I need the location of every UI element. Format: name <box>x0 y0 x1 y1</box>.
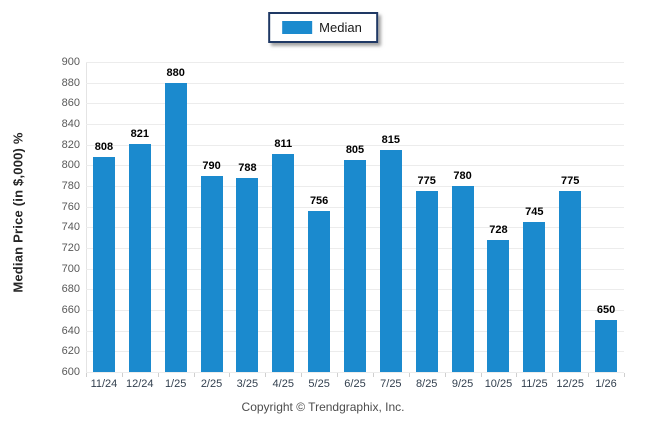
y-tick-label: 640 <box>61 324 80 337</box>
bar-12-24 <box>128 143 151 372</box>
x-tick-mark <box>372 373 374 377</box>
bar-value-label: 756 <box>309 194 329 207</box>
bar-value-label: 775 <box>561 175 580 188</box>
x-tick-mark <box>193 373 195 377</box>
bar-5-25 <box>308 210 331 372</box>
bar-6-25 <box>344 160 366 372</box>
y-tick-label: 840 <box>61 118 80 130</box>
x-tick-label: 12/25 <box>556 378 584 390</box>
y-tick-label: 700 <box>61 262 80 275</box>
y-tick-label: 800 <box>61 159 80 172</box>
y-tick-label: 900 <box>61 56 80 68</box>
bar-1-25 <box>164 82 187 372</box>
bar-12-25 <box>559 191 582 372</box>
x-tick-label: 6/25 <box>344 378 366 390</box>
x-tick-mark <box>301 373 303 377</box>
x-tick-mark <box>588 373 590 377</box>
gridline <box>86 144 624 146</box>
legend: Median <box>268 12 378 43</box>
y-axis-line <box>86 62 87 373</box>
x-tick-label: 2/25 <box>200 378 223 390</box>
bar-2-25 <box>200 175 223 372</box>
y-tick-label: 740 <box>61 221 80 234</box>
bar-value-label: 728 <box>489 223 508 236</box>
x-tick-mark <box>516 373 518 377</box>
bar-value-label: 780 <box>453 170 472 182</box>
gridline <box>86 124 624 125</box>
y-tick-label: 680 <box>61 283 80 296</box>
y-tick-label: 760 <box>61 200 80 213</box>
y-tick-label: 880 <box>61 76 80 89</box>
bar-4-25 <box>272 153 295 372</box>
x-tick-mark <box>480 373 482 377</box>
bar-value-label: 790 <box>202 159 221 172</box>
bar-value-label: 880 <box>166 66 185 79</box>
x-tick-label: 4/25 <box>272 378 294 390</box>
plot-area: 808 821 880 790 788 811 756 805 815 775 780 728 745 7… <box>86 62 624 373</box>
x-tick-label: 11/24 <box>90 378 118 390</box>
bar-8-25 <box>415 191 438 372</box>
x-tick-mark <box>265 373 267 377</box>
bar-value-label: 815 <box>381 133 401 146</box>
bar-value-label: 808 <box>94 141 114 154</box>
y-tick-label: 600 <box>61 366 80 378</box>
copyright-text: Copyright © Trendgraphix, Inc. <box>241 400 405 414</box>
gridline <box>86 103 624 105</box>
gridline <box>86 82 624 84</box>
x-tick-label: 3/25 <box>236 378 259 390</box>
x-tick-label: 9/25 <box>451 378 474 390</box>
bar-value-label: 745 <box>525 206 544 219</box>
bar-value-label: 650 <box>596 304 616 317</box>
bar-10-25 <box>487 239 510 372</box>
bar-value-label: 821 <box>130 127 149 140</box>
bar-11-24 <box>92 157 115 372</box>
y-tick-label: 860 <box>61 97 80 110</box>
x-tick-label: 1/26 <box>595 378 617 390</box>
x-tick-mark <box>444 373 446 377</box>
x-tick-mark <box>624 373 625 377</box>
x-tick-label: 10/25 <box>484 378 513 390</box>
x-tick-mark <box>408 373 410 377</box>
x-tick-mark <box>337 373 339 377</box>
y-tick-label: 720 <box>61 242 80 254</box>
x-tick-mark <box>121 373 123 377</box>
bar-7-25 <box>379 149 402 372</box>
bar-3-25 <box>236 177 259 372</box>
x-tick-mark <box>86 373 87 377</box>
x-tick-mark <box>157 373 159 377</box>
x-tick-label: 1/25 <box>164 378 187 390</box>
x-tick-mark <box>229 373 231 377</box>
y-tick-label: 780 <box>61 180 80 192</box>
legend-swatch-median <box>282 21 313 34</box>
bar-11-25 <box>523 222 546 372</box>
bar-value-label: 805 <box>345 144 365 157</box>
bar-value-label: 811 <box>274 137 293 150</box>
bar-value-label: 775 <box>417 175 436 188</box>
bar-value-label: 788 <box>238 161 257 174</box>
x-tick-label: 11/25 <box>520 378 548 390</box>
y-tick-label: 660 <box>61 304 80 316</box>
x-tick-label: 8/25 <box>416 378 438 390</box>
y-axis-title: Median Price (in $,000) % <box>10 132 26 293</box>
bar-1-26 <box>595 320 618 372</box>
gridline <box>86 62 624 63</box>
y-tick-label: 820 <box>61 138 80 151</box>
bar-9-25 <box>451 186 474 372</box>
x-tick-label: 12/24 <box>126 378 154 390</box>
x-tick-label: 5/25 <box>308 378 330 390</box>
legend-label-median: Median <box>319 20 362 35</box>
gridline <box>86 372 624 373</box>
y-tick-label: 620 <box>61 345 80 358</box>
x-tick-mark <box>552 373 554 377</box>
x-tick-label: 7/25 <box>380 378 402 390</box>
